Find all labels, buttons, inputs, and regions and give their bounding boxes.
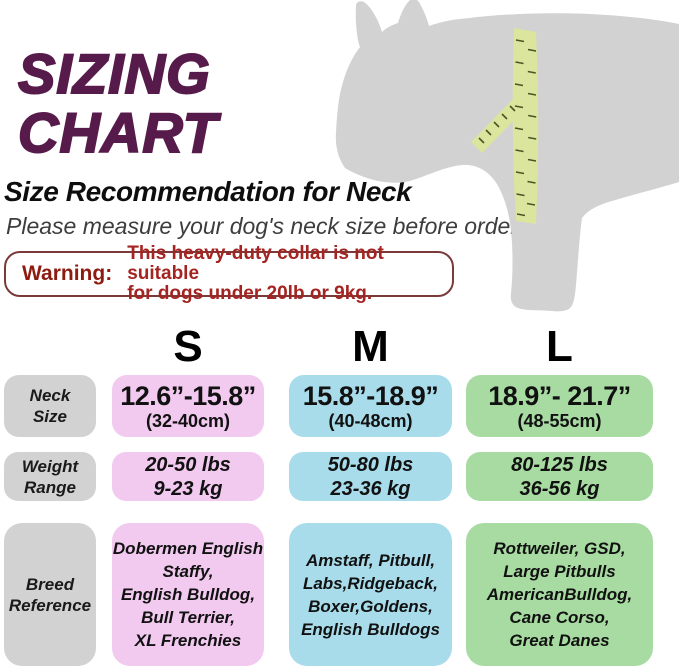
cell-weight-l: 80-125 lbs 36-56 kg [466, 452, 653, 501]
size-header-l: L [546, 322, 573, 371]
neck-size-s-inches: 12.6”-15.8” [120, 380, 256, 411]
dog-illustration [330, 0, 679, 320]
weight-range-m: 50-80 lbs 23-36 kg [327, 453, 414, 500]
cell-weight-m: 50-80 lbs 23-36 kg [289, 452, 452, 501]
dog-silhouette [335, 0, 679, 312]
warning-label: Warning: [22, 262, 113, 285]
weight-range-l: 80-125 lbs 36-56 kg [511, 453, 608, 500]
cell-neck-size-l: 18.9”- 21.7” (48-55cm) [466, 375, 653, 437]
breed-list-m: Amstaff, Pitbull, Labs,Ridgeback, Boxer,… [301, 550, 440, 639]
row-label-weight-range: Weight Range [4, 452, 96, 501]
cell-breed-s: Dobermen English Staffy, English Bulldog… [112, 523, 264, 666]
warning-message: This heavy-duty collar is not suitable f… [127, 243, 384, 304]
size-header-m: M [352, 322, 389, 371]
page-subtitle: Size Recommendation for Neck [4, 176, 412, 207]
measure-note: Please measure your dog's neck size befo… [6, 213, 549, 239]
neck-size-l-inches: 18.9”- 21.7” [488, 380, 631, 411]
weight-range-s: 20-50 lbs 9-23 kg [145, 453, 231, 500]
cell-neck-size-s: 12.6”-15.8” (32-40cm) [112, 375, 264, 437]
cell-weight-s: 20-50 lbs 9-23 kg [112, 452, 264, 501]
neck-size-m-inches: 15.8”-18.9” [302, 380, 439, 411]
size-header-s: S [173, 322, 203, 371]
dog-silhouette-icon [335, 0, 679, 312]
page-title: SIZING CHART [17, 42, 218, 164]
warning-box: Warning: This heavy-duty collar is not s… [4, 244, 454, 304]
cell-breed-m: Amstaff, Pitbull, Labs,Ridgeback, Boxer,… [289, 523, 452, 666]
measuring-tape [471, 28, 539, 224]
breed-list-s: Dobermen English Staffy, English Bulldog… [112, 539, 264, 650]
breed-list-l: Rottweiler, GSD, Large Pitbulls American… [486, 539, 633, 650]
tape-tick-marks [478, 39, 537, 217]
neck-size-s-cm: (32-40cm) [145, 410, 231, 431]
row-label-neck-size: Neck Size [4, 375, 96, 437]
neck-size-l-cm: (48-55cm) [517, 410, 602, 431]
row-label-breed-reference: Breed Reference [4, 523, 96, 666]
neck-size-m-cm: (40-48cm) [328, 410, 413, 431]
cell-breed-l: Rottweiler, GSD, Large Pitbulls American… [466, 523, 653, 666]
cell-neck-size-m: 15.8”-18.9” (40-48cm) [289, 375, 452, 437]
